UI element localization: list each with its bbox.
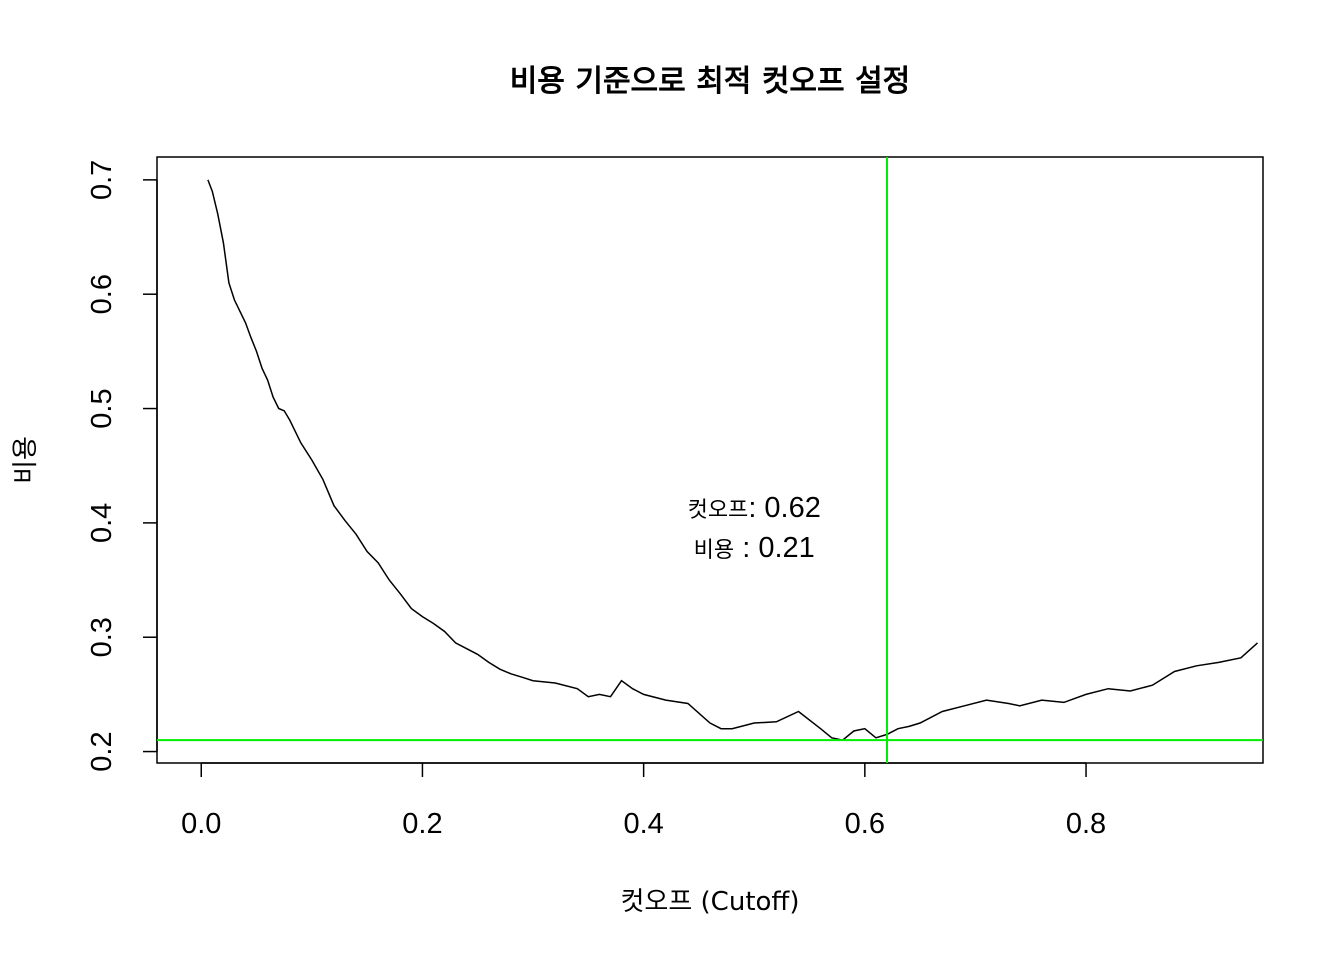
- annotation-value: : 0.21: [734, 532, 815, 564]
- annotation-value: : 0.62: [748, 492, 821, 524]
- annotation-cutoff: 컷오프: 0.62: [688, 492, 821, 524]
- annotation-label: 비용: [694, 538, 734, 563]
- y-axis-label: 비용: [11, 436, 41, 484]
- x-tick-label: 0.4: [623, 808, 663, 840]
- cost-curve-line: [207, 179, 1259, 741]
- annotation-label: 컷오프: [688, 498, 749, 523]
- y-tick-label: 0.2: [86, 731, 118, 771]
- chart-title: 비용 기준으로 최적 컷오프 설정: [510, 64, 911, 99]
- x-axis-label: 컷오프 (Cutoff): [621, 887, 800, 917]
- series-layer: [157, 157, 1263, 763]
- y-tick-label: 0.4: [86, 503, 118, 543]
- y-tick-label: 0.3: [86, 617, 118, 657]
- y-tick-label: 0.6: [86, 274, 118, 314]
- annotation-cost: 비용 : 0.21: [694, 532, 815, 564]
- annotation-layer: 컷오프: 0.62 비용 : 0.21: [688, 492, 821, 564]
- y-tick-label: 0.5: [86, 388, 118, 428]
- x-tick-label: 0.6: [845, 808, 885, 840]
- plot-frame: [156, 156, 1264, 764]
- x-tick-label: 0.8: [1066, 808, 1106, 840]
- x-tick-label: 0.0: [181, 808, 221, 840]
- y-axis: 0.2 0.3 0.4 0.5 0.6 0.7: [86, 160, 158, 772]
- x-tick-label: 0.2: [402, 808, 442, 840]
- x-axis: 0.0 0.2 0.4 0.6 0.8: [181, 762, 1106, 840]
- y-tick-label: 0.7: [86, 160, 118, 200]
